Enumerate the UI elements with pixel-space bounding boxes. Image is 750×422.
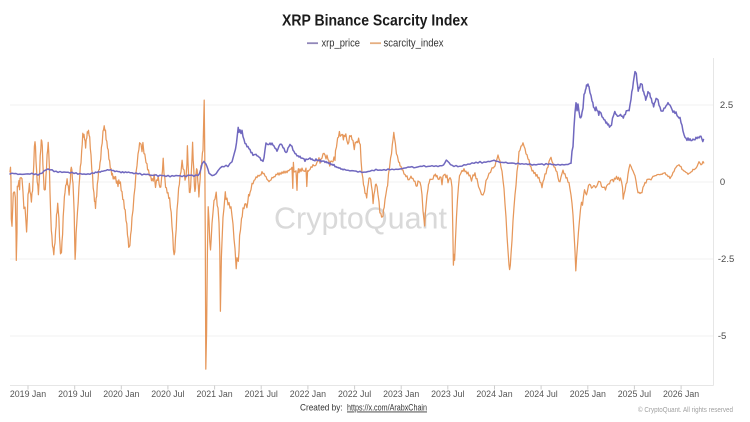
svg-text:2019 Jul: 2019 Jul: [58, 389, 91, 399]
svg-text:2020 Jan: 2020 Jan: [103, 389, 139, 399]
svg-text:2023 Jul: 2023 Jul: [431, 389, 464, 399]
svg-text:-5: -5: [718, 331, 726, 342]
svg-text:2.5: 2.5: [720, 100, 733, 111]
svg-text:2025 Jan: 2025 Jan: [570, 389, 606, 399]
svg-text:https://x.com/ArabxChain: https://x.com/ArabxChain: [347, 403, 427, 413]
svg-text:2022 Jul: 2022 Jul: [338, 389, 371, 399]
svg-text:CryptoQuant: CryptoQuant: [274, 201, 448, 235]
svg-text:0: 0: [720, 177, 725, 188]
svg-text:-2.5: -2.5: [718, 254, 734, 265]
svg-text:xrp_price: xrp_price: [322, 37, 361, 49]
svg-text:2022 Jan: 2022 Jan: [290, 389, 326, 399]
svg-text:scarcity_index: scarcity_index: [384, 37, 444, 49]
svg-text:2019 Jan: 2019 Jan: [10, 389, 46, 399]
svg-text:XRP Binance Scarcity Index: XRP Binance Scarcity Index: [282, 13, 468, 30]
svg-text:2026 Jan: 2026 Jan: [663, 389, 699, 399]
svg-text:© CryptoQuant. All rights rese: © CryptoQuant. All rights reserved: [638, 406, 733, 414]
svg-text:2021 Jul: 2021 Jul: [245, 389, 278, 399]
svg-text:2024 Jul: 2024 Jul: [524, 389, 557, 399]
svg-text:2023 Jan: 2023 Jan: [383, 389, 419, 399]
svg-text:2020 Jul: 2020 Jul: [151, 389, 184, 399]
svg-text:2021 Jan: 2021 Jan: [196, 389, 232, 399]
svg-text:2024 Jan: 2024 Jan: [476, 389, 512, 399]
svg-text:Created by:: Created by:: [300, 403, 345, 413]
svg-text:2025 Jul: 2025 Jul: [618, 389, 651, 399]
